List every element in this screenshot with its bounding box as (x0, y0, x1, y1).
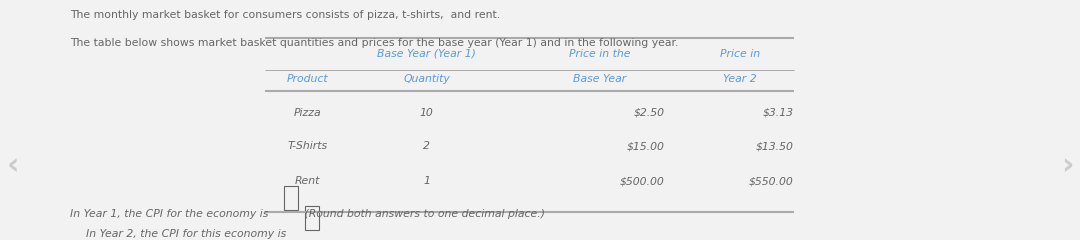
Text: $3.13: $3.13 (762, 108, 794, 118)
Text: Product: Product (287, 74, 328, 84)
Bar (284, 186, 298, 210)
Text: Pizza: Pizza (294, 108, 322, 118)
Text: $13.50: $13.50 (756, 141, 794, 151)
Text: The table below shows market basket quantities and prices for the base year (Yea: The table below shows market basket quan… (70, 38, 678, 48)
Text: In Year 1, the CPI for the economy is: In Year 1, the CPI for the economy is (70, 209, 272, 219)
Text: Price in: Price in (719, 49, 760, 59)
Text: T-Shirts: T-Shirts (287, 141, 328, 151)
Text: Year 2: Year 2 (723, 74, 757, 84)
Text: Base Year: Base Year (572, 74, 626, 84)
Text: ›: › (1061, 151, 1074, 180)
Text: Quantity: Quantity (403, 74, 450, 84)
Text: 10: 10 (420, 108, 433, 118)
Text: Price in the: Price in the (569, 49, 630, 59)
Text: $500.00: $500.00 (620, 176, 664, 186)
Text: Base Year (Year 1): Base Year (Year 1) (377, 49, 476, 59)
Text: $2.50: $2.50 (633, 108, 664, 118)
Text: Rent: Rent (295, 176, 321, 186)
Text: 2: 2 (423, 141, 430, 151)
Text: $550.00: $550.00 (750, 176, 794, 186)
Text: ‹: ‹ (6, 151, 19, 180)
Text: $15.00: $15.00 (626, 141, 664, 151)
Text: The monthly market basket for consumers consists of pizza, t-shirts,  and rent.: The monthly market basket for consumers … (70, 10, 500, 20)
Text: In Year 2, the CPI for this economy is: In Year 2, the CPI for this economy is (86, 229, 291, 239)
Text: 1: 1 (423, 176, 430, 186)
Bar (306, 206, 320, 230)
Text: (Round both answers to one decimal place.): (Round both answers to one decimal place… (301, 209, 545, 219)
